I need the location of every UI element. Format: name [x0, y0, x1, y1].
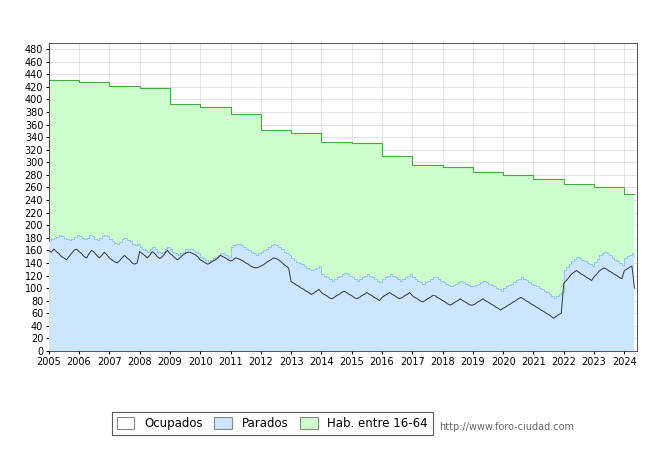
Legend: Ocupados, Parados, Hab. entre 16-64: Ocupados, Parados, Hab. entre 16-64 [112, 412, 432, 435]
Text: http://www.foro-ciudad.com: http://www.foro-ciudad.com [439, 423, 575, 432]
Text: Ribeira de Piquín - Evolucion de la poblacion en edad de Trabajar Mayo de 2024: Ribeira de Piquín - Evolucion de la pobl… [20, 12, 630, 28]
